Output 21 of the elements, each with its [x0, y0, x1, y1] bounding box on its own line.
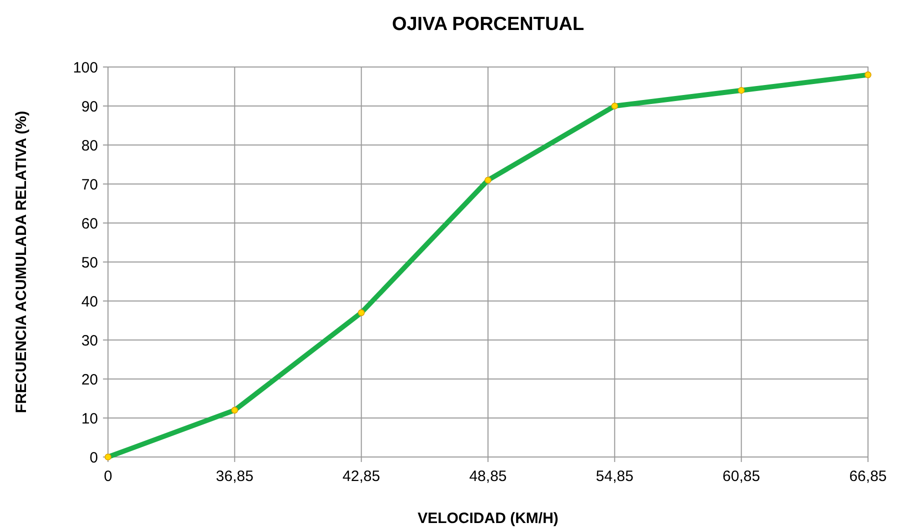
y-tick-label: 50	[81, 254, 98, 272]
y-tick-label: 20	[81, 371, 98, 388]
x-tick-label: 48,85	[469, 468, 507, 485]
y-axis-title: FRECUENCIA ACUMULADA RELATIVA (%)	[13, 110, 30, 414]
x-tick-label: 54,85	[596, 468, 634, 485]
x-tick-label: 36,85	[216, 468, 254, 485]
y-tick-label: 80	[81, 137, 98, 154]
y-tick-label: 40	[81, 293, 98, 310]
x-tick-label: 0	[104, 468, 112, 485]
x-tick-label: 66,85	[849, 468, 887, 485]
y-tick-label: 90	[81, 98, 98, 116]
y-tick-label: 0	[90, 449, 98, 466]
x-tick-label: 60,85	[722, 468, 760, 485]
chart-title: OJIVA PORCENTUAL	[392, 14, 584, 35]
y-tick-label: 30	[81, 332, 98, 350]
y-tick-label: 70	[81, 176, 98, 194]
y-tick-label: 100	[72, 59, 98, 76]
y-tick-label: 10	[81, 410, 98, 428]
y-tick-label: 60	[81, 215, 98, 232]
x-tick-label: 42,85	[342, 468, 380, 485]
x-axis-title: VELOCIDAD (KM/H)	[418, 510, 558, 527]
